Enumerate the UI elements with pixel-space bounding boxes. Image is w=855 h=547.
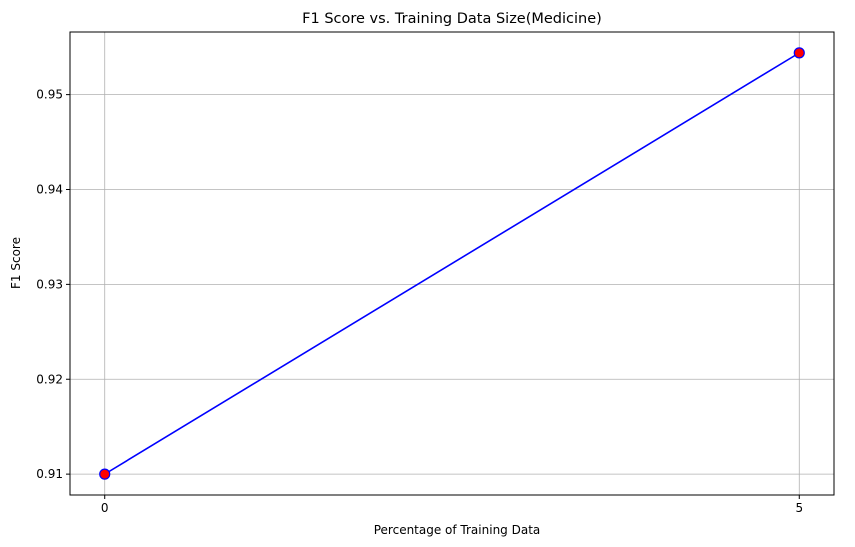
y-tick-label: 0.91 <box>36 467 63 481</box>
grid <box>70 32 834 495</box>
x-tick-label: 0 <box>101 501 109 515</box>
y-tick-label: 0.92 <box>36 372 63 386</box>
y-axis: 0.91 0.92 0.93 0.94 0.95 <box>36 88 70 481</box>
series-layer <box>99 47 805 480</box>
y-tick-label: 0.94 <box>36 182 63 196</box>
data-point <box>99 468 111 480</box>
y-axis-label: F1 Score <box>9 237 23 289</box>
x-axis-label: Percentage of Training Data <box>374 523 541 537</box>
x-tick-label: 5 <box>795 501 803 515</box>
data-point <box>793 47 805 59</box>
chart-title: F1 Score vs. Training Data Size(Medicine… <box>302 11 602 27</box>
y-tick-label: 0.95 <box>36 88 63 102</box>
plot-frame <box>69 31 835 496</box>
series-line <box>104 52 800 475</box>
y-tick-label: 0.93 <box>36 277 63 291</box>
